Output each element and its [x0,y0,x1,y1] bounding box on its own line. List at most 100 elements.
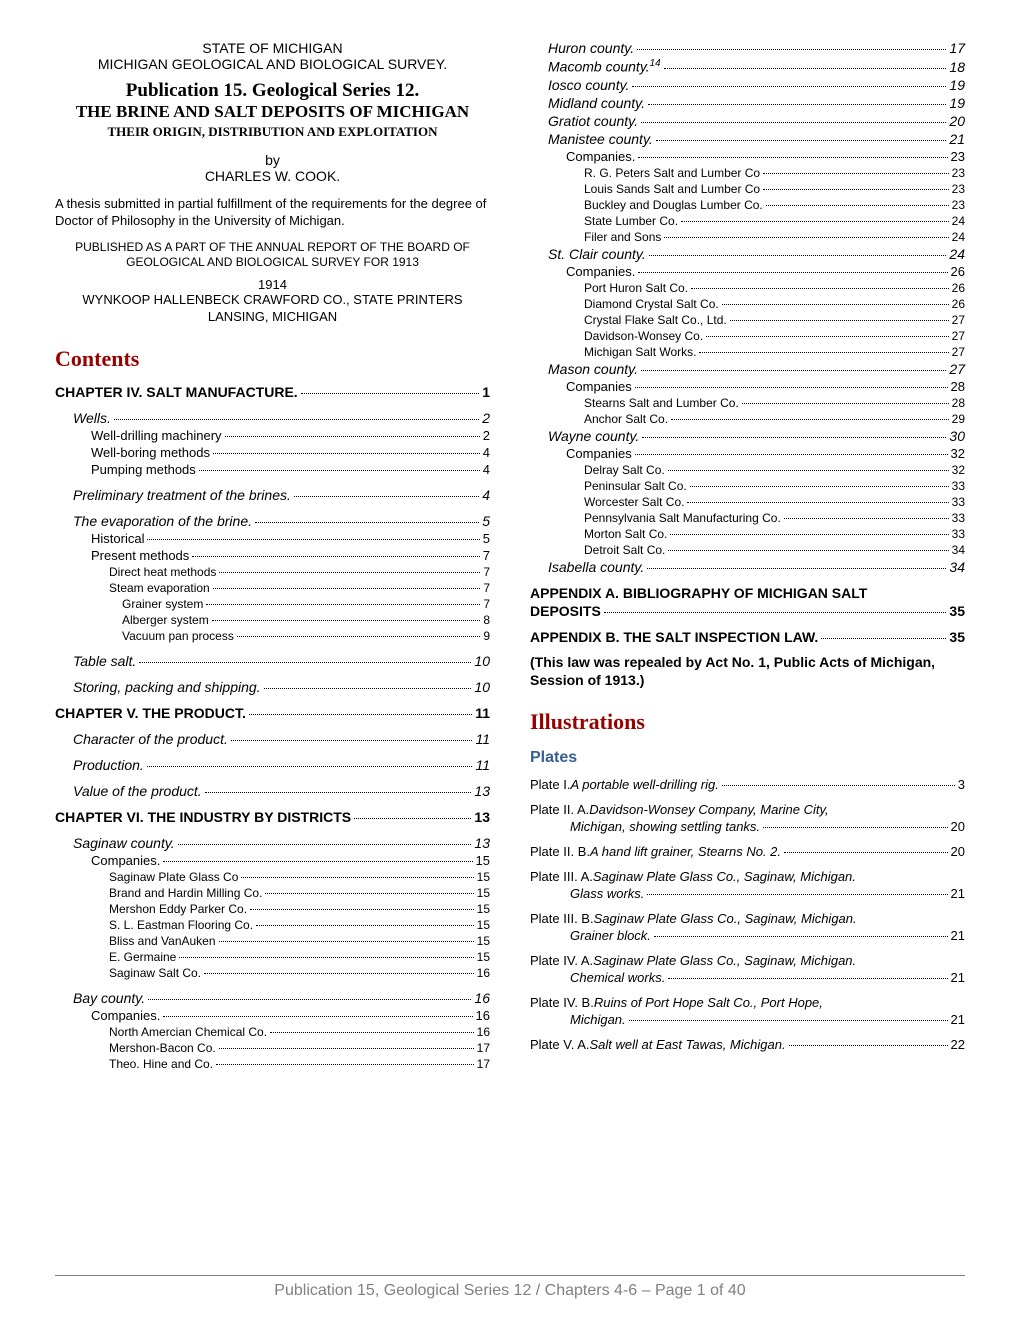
toc-entry: Saginaw Plate Glass Co15 [55,870,490,884]
state-line: STATE OF MICHIGAN [55,40,490,56]
plate-entry: Plate V. A. Salt well at East Tawas, Mic… [530,1037,965,1052]
toc-entry: Table salt.10 [55,653,490,669]
toc-entry: Midland county.19 [530,95,965,111]
toc-entry: Stearns Salt and Lumber Co.28 [530,396,965,410]
plate-entry: Plate III. B. Saginaw Plate Glass Co., S… [530,911,965,943]
toc-entry: Wells.2 [55,410,490,426]
by-line: by [55,152,490,168]
plate-entry: Plate III. A. Saginaw Plate Glass Co., S… [530,869,965,901]
toc-entry: Huron county.17 [530,40,965,56]
toc-entry: Well-boring methods4 [55,445,490,460]
toc-entry: Louis Sands Salt and Lumber Co23 [530,182,965,196]
toc-entry: Diamond Crystal Salt Co.26 [530,297,965,311]
toc-entry: Value of the product.13 [55,783,490,799]
toc-entry: R. G. Peters Salt and Lumber Co23 [530,166,965,180]
toc-entry: Present methods7 [55,548,490,563]
toc-entry: Alberger system8 [55,613,490,627]
toc-entry: Crystal Flake Salt Co., Ltd.27 [530,313,965,327]
toc-entry: Preliminary treatment of the brines.4 [55,487,490,503]
toc-entry: Mershon-Bacon Co.17 [55,1041,490,1055]
plates-list: Plate I. A portable well-drilling rig.3 P… [530,777,965,1052]
toc-entry: Worcester Salt Co.33 [530,495,965,509]
toc-entry: Bliss and VanAuken15 [55,934,490,948]
year-line: 1914 [55,277,490,292]
thesis-text: A thesis submitted in partial fulfillmen… [55,196,490,230]
toc-entry: E. Germaine15 [55,950,490,964]
toc-entry: Isabella county.34 [530,559,965,575]
toc-entry: Brand and Hardin Milling Co.15 [55,886,490,900]
toc-entry: Macomb county.1418 [530,58,965,75]
right-column: Huron county.17 Macomb county.1418 Iosco c… [530,40,965,1073]
toc-right: Huron county.17 Macomb county.1418 Iosco c… [530,40,965,645]
toc-entry: Peninsular Salt Co.33 [530,479,965,493]
toc-entry: S. L. Eastman Flooring Co.15 [55,918,490,932]
toc-entry: Manistee county.21 [530,131,965,147]
toc-entry: Mason county.27 [530,361,965,377]
toc-entry: The evaporation of the brine.5 [55,513,490,529]
plate-entry: Plate I. A portable well-drilling rig.3 [530,777,965,792]
toc-entry: State Lumber Co.24 [530,214,965,228]
toc-entry: Storing, packing and shipping.10 [55,679,490,695]
toc-entry: Grainer system7 [55,597,490,611]
toc-entry: Michigan Salt Works.27 [530,345,965,359]
toc-entry: Steam evaporation7 [55,581,490,595]
main-title: THE BRINE AND SALT DEPOSITS OF MICHIGAN [55,102,490,122]
toc-entry: Iosco county.19 [530,77,965,93]
toc-entry: Historical5 [55,531,490,546]
toc-entry: Companies.26 [530,264,965,279]
toc-entry: Gratiot county.20 [530,113,965,129]
plate-entry: Plate IV. B. Ruins of Port Hope Salt Co.… [530,995,965,1027]
plate-entry: Plate II. A. Davidson-Wonsey Company, Ma… [530,802,965,834]
toc-entry: Delray Salt Co.32 [530,463,965,477]
toc-entry: St. Clair county.24 [530,246,965,262]
page-columns: STATE OF MICHIGAN MICHIGAN GEOLOGICAL AN… [55,40,965,1073]
toc-entry: Davidson-Wonsey Co.27 [530,329,965,343]
toc-entry: APPENDIX B. THE SALT INSPECTION LAW.35 [530,629,965,645]
toc-entry: Companies.23 [530,149,965,164]
publication-title: Publication 15. Geological Series 12. [55,80,490,102]
subtitle: THEIR ORIGIN, DISTRIBUTION AND EXPLOITAT… [55,124,490,140]
toc-entry: Theo. Hine and Co.17 [55,1057,490,1071]
toc-entry: Vacuum pan process9 [55,629,490,643]
illustrations-heading: Illustrations [530,709,965,735]
plate-entry: Plate IV. A. Saginaw Plate Glass Co., Sa… [530,953,965,985]
printer-line-1: WYNKOOP HALLENBECK CRAWFORD CO., STATE P… [55,292,490,309]
toc-entry: Mershon Eddy Parker Co.15 [55,902,490,916]
toc-entry: Companies.16 [55,1008,490,1023]
toc-entry: CHAPTER IV. SALT MANUFACTURE.1 [55,384,490,400]
toc-entry: CHAPTER V. THE PRODUCT.11 [55,705,490,721]
plates-heading: Plates [530,749,965,767]
toc-entry: Anchor Salt Co.29 [530,412,965,426]
toc-entry: Filer and Sons24 [530,230,965,244]
repeal-note: (This law was repealed by Act No. 1, Pub… [530,653,965,689]
left-column: STATE OF MICHIGAN MICHIGAN GEOLOGICAL AN… [55,40,490,1073]
contents-heading: Contents [55,346,490,372]
document-header: STATE OF MICHIGAN MICHIGAN GEOLOGICAL AN… [55,40,490,184]
toc-entry: Wayne county.30 [530,428,965,444]
published-as: PUBLISHED AS A PART OF THE ANNUAL REPORT… [55,240,490,271]
toc-entry: Production.11 [55,757,490,773]
toc-entry: Port Huron Salt Co.26 [530,281,965,295]
survey-line: MICHIGAN GEOLOGICAL AND BIOLOGICAL SURVE… [55,56,490,72]
toc-entry: Companies.15 [55,853,490,868]
toc-entry: Detroit Salt Co.34 [530,543,965,557]
page-footer: Publication 15, Geological Series 12 / C… [55,1275,965,1300]
toc-entry: Morton Salt Co.33 [530,527,965,541]
printer-line-2: LANSING, MICHIGAN [55,309,490,326]
toc-entry: Direct heat methods7 [55,565,490,579]
toc-entry: Saginaw Salt Co.16 [55,966,490,980]
toc-entry: CHAPTER VI. THE INDUSTRY BY DISTRICTS13 [55,809,490,825]
toc-entry: Buckley and Douglas Lumber Co.23 [530,198,965,212]
toc-entry: Character of the product.11 [55,731,490,747]
toc-entry: APPENDIX A. BIBLIOGRAPHY OF MICHIGAN SAL… [530,585,965,619]
plate-entry: Plate II. B. A hand lift grainer, Stearn… [530,844,965,859]
toc-entry: Companies28 [530,379,965,394]
toc-entry: Pennsylvania Salt Manufacturing Co.33 [530,511,965,525]
toc-entry: North Amercian Chemical Co.16 [55,1025,490,1039]
toc-entry: Pumping methods4 [55,462,490,477]
toc-entry: Saginaw county.13 [55,835,490,851]
toc-entry: Companies32 [530,446,965,461]
toc-entry: Well-drilling machinery2 [55,428,490,443]
toc-entry: Bay county.16 [55,990,490,1006]
toc-left: CHAPTER IV. SALT MANUFACTURE.1 Wells.2 Wel… [55,384,490,1071]
